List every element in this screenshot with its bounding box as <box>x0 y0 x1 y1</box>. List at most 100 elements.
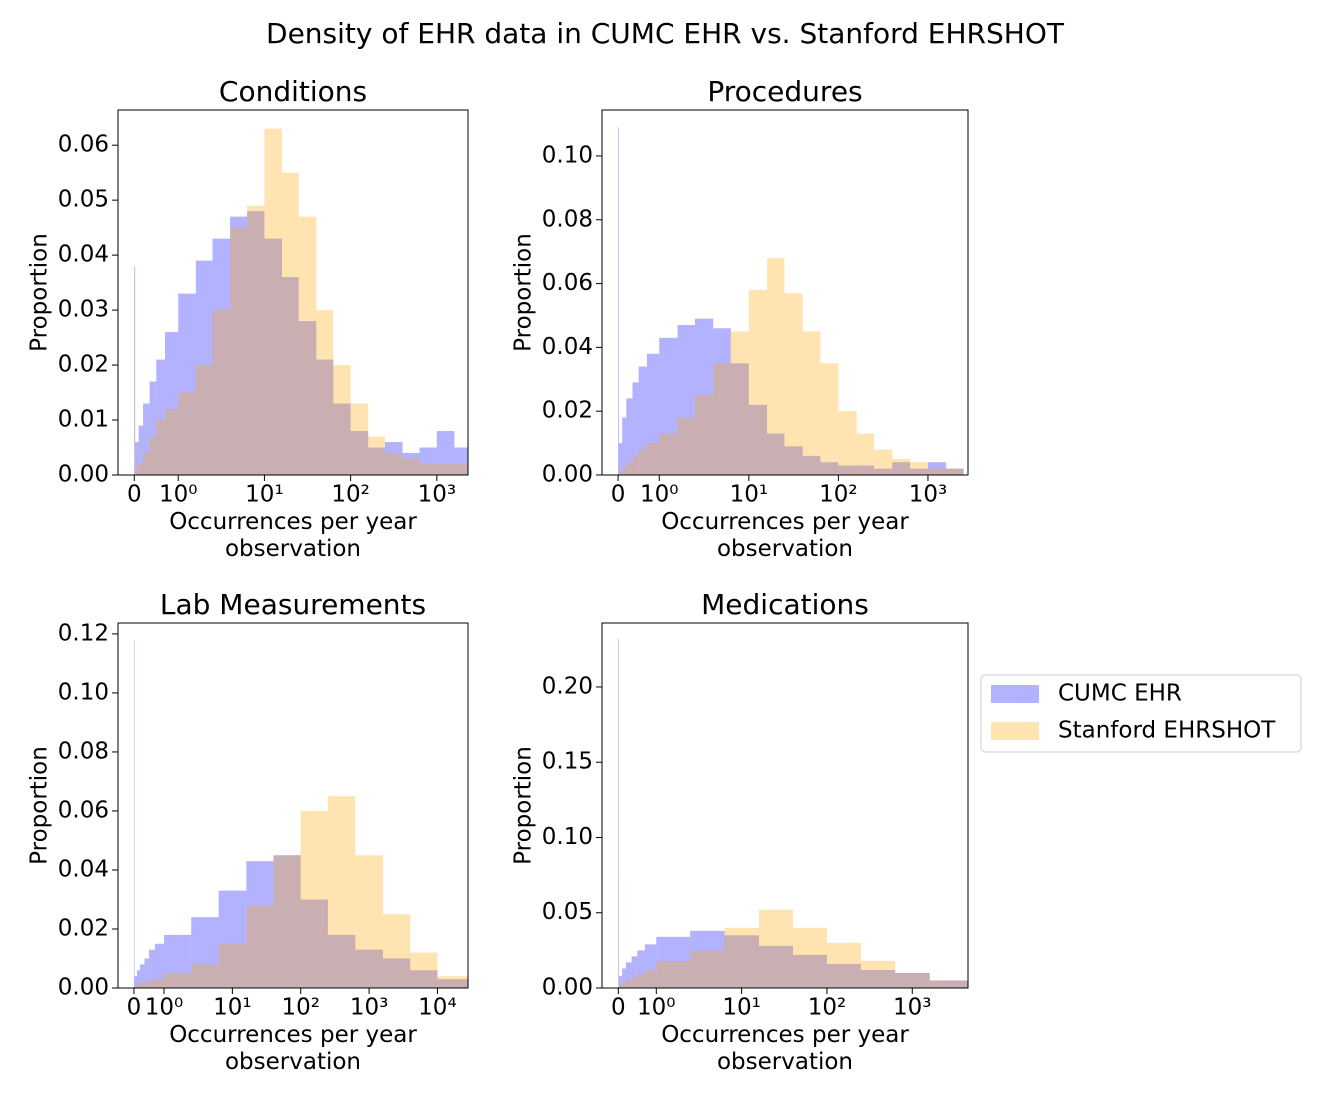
y-tick-label: 0.02 <box>542 398 593 424</box>
axes-frame <box>117 109 469 476</box>
histogram-bar <box>384 453 403 475</box>
y-tick-label: 0.06 <box>58 132 109 158</box>
x-tick-label: 0 <box>611 482 626 508</box>
y-tick-label: 0.10 <box>542 824 593 850</box>
histogram-bar <box>838 411 857 475</box>
histogram-bar <box>410 952 438 988</box>
histogram-bar <box>802 331 821 475</box>
histogram-bar <box>383 958 411 988</box>
histogram-bar <box>767 433 785 475</box>
y-axis-label: Proportion <box>27 233 53 352</box>
histogram-bar <box>300 899 328 988</box>
histogram-bar <box>927 462 947 475</box>
y-tick-label: 0.06 <box>542 270 593 296</box>
histogram-bar <box>148 979 155 988</box>
histogram-bar <box>246 861 274 988</box>
histogram-bar <box>625 980 632 988</box>
histogram-bar <box>644 969 657 988</box>
histogram-bar <box>646 353 660 475</box>
histogram-bar <box>402 458 420 475</box>
legend-label: CUMC EHR <box>1058 681 1182 707</box>
subplot-title: Medications <box>701 588 869 621</box>
histogram-bar <box>143 403 150 475</box>
histogram-bar <box>436 464 455 475</box>
histogram-bar <box>724 935 760 988</box>
histogram-bar <box>195 260 213 475</box>
histogram-bar <box>282 172 299 476</box>
histogram-bar <box>767 258 785 475</box>
x-tick-label: 10¹ <box>722 995 761 1021</box>
histogram-bar <box>149 381 157 475</box>
histogram-bar <box>909 468 928 475</box>
histogram-bar <box>134 266 136 475</box>
y-tick-label: 0.04 <box>58 856 109 882</box>
histogram-bar <box>792 954 827 988</box>
histogram-bar <box>759 945 793 988</box>
y-axis-label: Proportion <box>27 746 53 865</box>
axes-frame <box>601 109 969 476</box>
histogram-bar <box>247 205 265 475</box>
histogram-bar <box>895 972 930 988</box>
histogram-bar <box>748 404 768 475</box>
x-tick-label: 10⁰ <box>159 482 198 508</box>
histogram-bar <box>327 796 356 988</box>
histogram-bar <box>273 855 301 988</box>
histogram-bar <box>724 927 760 988</box>
histogram-bar <box>419 464 437 475</box>
histogram-bar <box>436 431 455 475</box>
histogram-bar <box>690 950 725 988</box>
histogram-bar <box>622 968 626 988</box>
y-tick-label: 0.20 <box>542 673 593 699</box>
x-tick-label: 10¹ <box>213 995 252 1021</box>
histogram-bar <box>631 956 638 988</box>
y-tick-label: 0.15 <box>542 749 593 775</box>
histogram-bar <box>625 962 632 988</box>
histogram-bar <box>656 960 691 988</box>
histogram-bar <box>144 958 149 988</box>
histogram-bar <box>929 980 968 988</box>
x-tick-label: 10⁴ <box>418 995 457 1021</box>
histogram-bar <box>632 455 639 475</box>
x-tick-label: 10³ <box>350 995 389 1021</box>
histogram-bar <box>622 417 627 475</box>
histogram-bar <box>784 293 803 475</box>
y-tick-label: 0.06 <box>58 797 109 823</box>
histogram-bar <box>946 468 964 475</box>
histogram-bar <box>748 289 768 475</box>
x-tick-label: 10³ <box>909 482 948 508</box>
histogram-bar <box>300 810 328 988</box>
histogram-bar <box>454 464 468 475</box>
histogram-bar <box>437 979 468 988</box>
x-tick-label: 10² <box>808 995 847 1021</box>
histogram-bar <box>195 365 213 475</box>
x-tick-label: 10⁰ <box>145 995 184 1021</box>
histogram-bar <box>144 982 149 988</box>
histogram-bar <box>164 973 192 988</box>
histogram-bar <box>792 927 827 988</box>
histogram-bar <box>212 310 231 475</box>
y-axis-label: Proportion <box>511 746 537 865</box>
histogram-bar <box>874 468 893 475</box>
y-tick-label: 0.05 <box>542 899 593 925</box>
histogram-bar <box>355 949 384 988</box>
histogram-bar <box>230 216 248 475</box>
histogram-bar <box>410 970 438 988</box>
y-tick-label: 0.01 <box>58 407 109 433</box>
histogram-bar <box>135 442 139 475</box>
histogram-bar <box>246 905 274 988</box>
histogram-bar <box>644 944 657 988</box>
histogram-bar <box>637 950 645 988</box>
histogram-bar <box>730 363 749 475</box>
histogram-bar <box>618 638 620 988</box>
histogram-bar <box>622 468 627 475</box>
histogram-bar <box>136 970 140 988</box>
histogram-bar <box>946 468 964 475</box>
histogram-bar <box>316 310 334 475</box>
histogram-bar <box>264 128 283 475</box>
histogram-bar <box>165 409 179 475</box>
histogram-bar <box>626 462 633 475</box>
histogram-bar <box>618 127 619 476</box>
histogram-bar <box>892 462 910 475</box>
histogram-bar <box>646 443 660 475</box>
